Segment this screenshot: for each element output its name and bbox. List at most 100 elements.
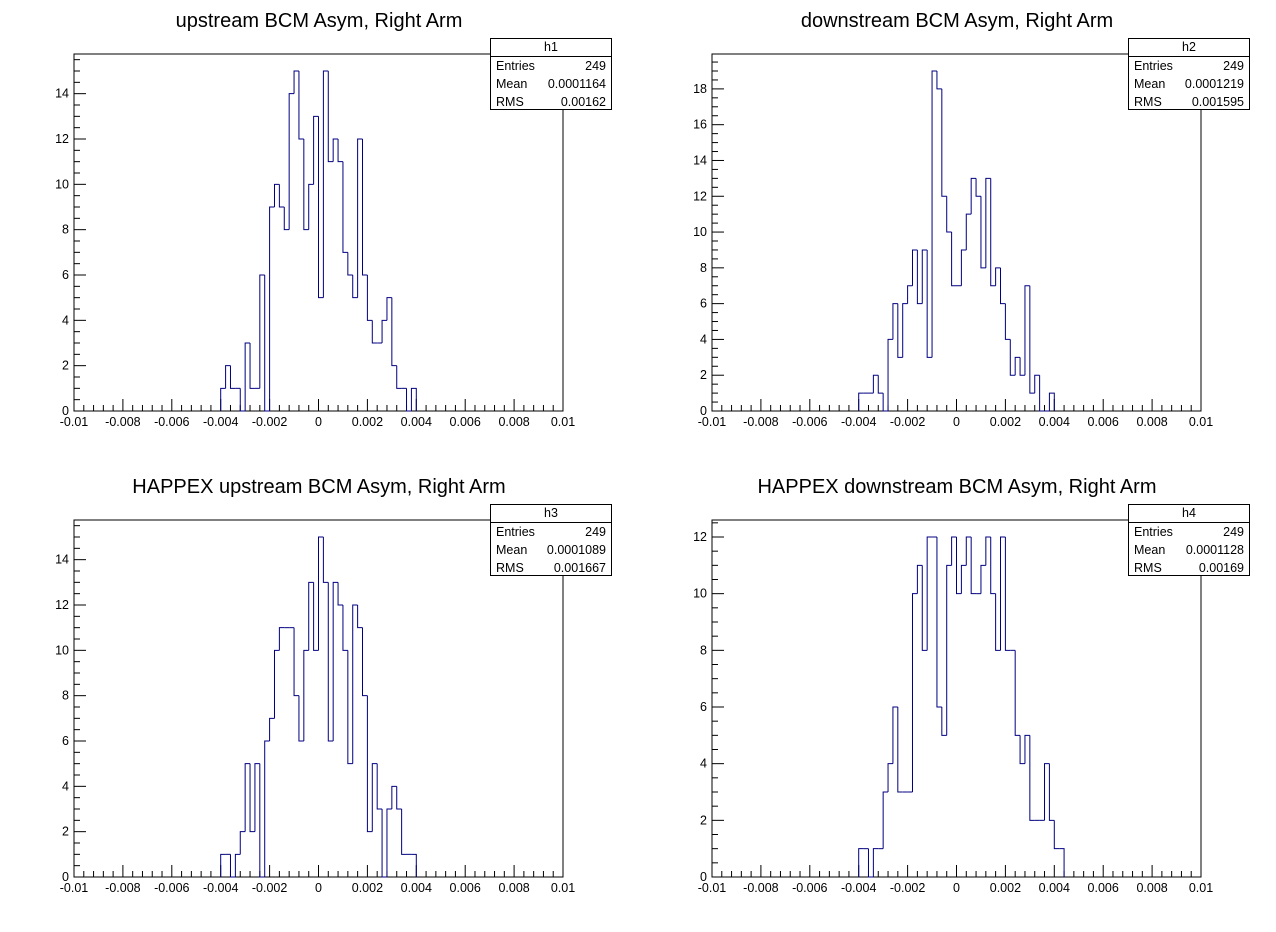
histogram-bin: [926, 249, 933, 358]
histogram-bin: [396, 365, 402, 389]
chart-title: downstream BCM Asym, Right Arm: [800, 10, 1114, 32]
histogram-bin: [1000, 536, 1006, 651]
histogram-bin: [921, 249, 928, 304]
stats-mean-row: Mean 0.0001089: [491, 541, 611, 559]
histogram-bin: [1029, 285, 1035, 394]
histogram-bin: [303, 139, 309, 231]
x-tick-label: 0.008: [498, 881, 529, 895]
histogram-bin: [347, 650, 353, 765]
histogram-bin: [1024, 285, 1030, 376]
histogram-bin: [386, 297, 392, 321]
histogram-bin: [907, 285, 913, 304]
stats-entries-value: 249: [585, 59, 606, 73]
stats-rms-label: RMS: [1134, 95, 1162, 109]
y-tick-label: 10: [693, 587, 707, 601]
histogram-bin: [946, 196, 952, 233]
x-tick-label: 0.004: [401, 881, 432, 895]
x-tick-label: -0.01: [698, 881, 727, 895]
histogram-bin: [1004, 537, 1011, 651]
chart-title: HAPPEX upstream BCM Asym, Right Arm: [132, 476, 506, 498]
histogram-bin: [921, 565, 928, 651]
histogram-bin: [283, 207, 290, 231]
pad-happex-downstream: HAPPEX downstream BCM Asym, Right Arm -0…: [638, 466, 1276, 932]
histogram-bin: [401, 809, 407, 855]
histogram-bin: [313, 582, 319, 651]
stats-mean-row: Mean 0.0001164: [491, 75, 611, 93]
y-tick-label: 2: [700, 813, 707, 827]
stats-box: h1 Entries 249 Mean 0.0001164 RMS 0.00162: [490, 38, 612, 110]
x-tick-label: -0.002: [252, 415, 287, 429]
histogram-bin: [1024, 734, 1030, 764]
histogram-bin: [1048, 763, 1055, 821]
histogram-bin: [352, 604, 358, 764]
histogram-bin: [882, 791, 889, 849]
x-tick-label: 0.006: [450, 881, 481, 895]
y-tick-label: 16: [693, 118, 707, 132]
histogram-bin: [926, 536, 933, 651]
histogram-bin: [858, 848, 864, 877]
stats-rms-value: 0.001595: [1191, 95, 1244, 109]
stats-mean-row: Mean 0.0001219: [1129, 75, 1249, 93]
y-tick-label: 12: [55, 132, 69, 146]
histogram-bin: [337, 582, 343, 606]
histogram-bin: [1019, 357, 1025, 376]
histogram-plot: -0.01 -0.008 -0.006 -0.004 -0.002 0 0.002 0.004…: [55, 53, 575, 429]
x-tick-label: 0.004: [1039, 415, 1070, 429]
stats-mean-row: Mean 0.0001128: [1129, 541, 1249, 559]
x-tick-label: 0.01: [1189, 881, 1213, 895]
y-tick-label: 4: [700, 332, 707, 346]
histogram-bin: [995, 593, 1001, 651]
histogram-bin: [269, 206, 275, 411]
histogram-bin: [960, 564, 967, 594]
x-tick-label: -0.008: [105, 415, 140, 429]
x-tick-label: 0.002: [352, 881, 383, 895]
histogram-bin: [269, 717, 275, 741]
stats-entries-label: Entries: [1134, 525, 1173, 539]
y-tick-label: 4: [62, 779, 69, 793]
stats-rms-value: 0.00162: [560, 95, 606, 109]
chart-title: upstream BCM Asym, Right Arm: [175, 10, 463, 32]
y-tick-label: 14: [693, 153, 707, 167]
stats-rms-row: RMS 0.00169: [1129, 559, 1249, 577]
x-tick-label: -0.01: [698, 415, 727, 429]
stats-mean-label: Mean: [1134, 77, 1166, 91]
y-tick-label: 2: [62, 825, 69, 839]
histogram-bin: [220, 387, 226, 411]
histogram-bin: [362, 139, 368, 276]
histogram-bin: [867, 848, 874, 878]
histogram-bin: [357, 605, 363, 629]
histogram-bin: [887, 763, 893, 792]
histogram-bin: [322, 537, 329, 583]
stats-name: h2: [1129, 39, 1249, 57]
pad-downstream: downstream BCM Asym, Right Arm -0.01 -0.0…: [638, 0, 1276, 466]
stats-rms-label: RMS: [496, 561, 524, 575]
x-tick-label: 0.002: [990, 415, 1021, 429]
histogram-bin: [1000, 267, 1006, 305]
y-tick-label: 4: [62, 313, 69, 327]
x-tick-label: 0.006: [1088, 415, 1119, 429]
histogram-bin: [239, 388, 246, 412]
histogram-bin: [239, 831, 246, 855]
histogram-bin: [887, 338, 893, 411]
histogram-bin: [931, 70, 937, 358]
x-tick-label: 0.004: [401, 415, 432, 429]
histogram-bin: [386, 808, 392, 877]
histogram-bin: [244, 763, 251, 832]
histogram-bin: [911, 249, 918, 286]
stats-rms-value: 0.001667: [553, 561, 606, 575]
histogram-bin: [366, 695, 373, 833]
stats-rms-row: RMS 0.001595: [1129, 93, 1249, 111]
x-tick-label: -0.008: [743, 881, 778, 895]
histogram-bin: [872, 374, 879, 394]
histogram-bin: [259, 763, 265, 878]
histogram-bin: [371, 320, 378, 344]
histogram-bin: [376, 763, 383, 810]
histogram-bin: [273, 183, 280, 207]
histogram-bin: [303, 649, 309, 741]
y-tick-label: 14: [55, 553, 69, 567]
y-tick-label: 12: [55, 598, 69, 612]
histogram-bin: [220, 853, 226, 877]
histogram-plot: -0.01 -0.008 -0.006 -0.004 -0.002 0 0.002 0.004…: [693, 53, 1213, 429]
histogram-bin: [941, 707, 947, 736]
stats-entries-label: Entries: [1134, 59, 1173, 73]
